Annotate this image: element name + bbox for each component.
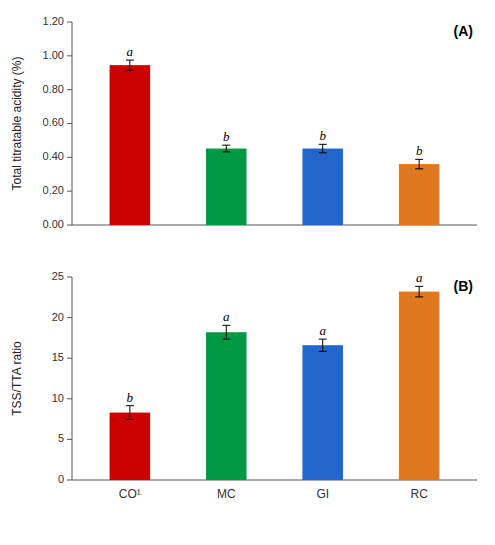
y-tick-label: 0.00 <box>43 218 64 230</box>
y-tick-label: 1.20 <box>43 15 64 27</box>
error-bar <box>319 339 327 351</box>
plot-area <box>110 60 440 225</box>
y-tick-label: 0 <box>58 473 64 485</box>
significance-letter: a <box>319 323 326 338</box>
y-tick <box>67 358 72 359</box>
panel: 0.00 0.20 0.40 0.60 0.80 1.00 1.20 a b b b Total ti… <box>10 15 477 230</box>
y-axis-label: TSS/TTA ratio <box>10 341 24 416</box>
y-tick <box>67 398 72 399</box>
y-axis-label: Total titratable acidity (%) <box>10 56 24 190</box>
y-tick <box>67 439 72 440</box>
y-tick-label: 0.20 <box>43 184 64 196</box>
significance-letter: b <box>223 129 230 144</box>
y-tick <box>67 480 72 481</box>
bar <box>399 164 440 225</box>
y-axis <box>72 22 73 225</box>
error-bar <box>126 60 134 70</box>
y-tick <box>67 277 72 278</box>
bar <box>110 65 151 225</box>
bar <box>399 292 440 480</box>
plot-area <box>110 286 440 480</box>
y-tick <box>67 157 72 158</box>
error-bar <box>222 325 230 339</box>
error-bar <box>222 145 230 152</box>
bar <box>206 149 247 225</box>
y-axis <box>72 277 73 480</box>
panel-label: (A) <box>454 23 473 39</box>
y-tick-label: 20 <box>52 311 64 323</box>
y-tick <box>67 191 72 192</box>
significance-letter: a <box>416 270 423 285</box>
x-tick-label: RC <box>410 487 428 501</box>
bar <box>302 345 343 480</box>
x-tick-label: GI <box>316 487 329 501</box>
significance-letter: b <box>416 143 423 158</box>
error-bar <box>126 406 134 420</box>
panel-label: (B) <box>454 278 473 294</box>
y-tick <box>67 22 72 23</box>
bar <box>302 149 343 225</box>
y-tick-label: 0.40 <box>43 150 64 162</box>
significance-letter: a <box>127 44 134 59</box>
y-tick-label: 5 <box>58 432 64 444</box>
error-bar <box>415 159 423 168</box>
x-tick-label: MC <box>217 487 236 501</box>
error-bar <box>319 144 327 152</box>
y-tick <box>67 317 72 318</box>
significance-letter: b <box>319 128 326 143</box>
significance-letter: a <box>223 309 230 324</box>
error-bar <box>415 286 423 297</box>
y-tick <box>67 225 72 226</box>
y-tick-label: 0.60 <box>43 116 64 128</box>
panel: 0 5 10 15 20 25 b a a a CO¹ MC GI RC TSS/TTA ratio (B) <box>10 270 477 501</box>
y-tick <box>67 55 72 56</box>
significance-letter: b <box>127 390 134 405</box>
y-tick <box>67 89 72 90</box>
x-tick-label: CO¹ <box>119 487 141 501</box>
y-tick-label: 0.80 <box>43 83 64 95</box>
y-tick-label: 10 <box>52 392 64 404</box>
y-tick-label: 1.00 <box>43 49 64 61</box>
y-tick-label: 25 <box>52 270 64 282</box>
y-tick-label: 15 <box>52 351 64 363</box>
bar <box>206 332 247 480</box>
figure: 0.00 0.20 0.40 0.60 0.80 1.00 1.20 a b b b Total ti… <box>0 0 495 545</box>
bar <box>110 413 151 480</box>
y-tick <box>67 123 72 124</box>
